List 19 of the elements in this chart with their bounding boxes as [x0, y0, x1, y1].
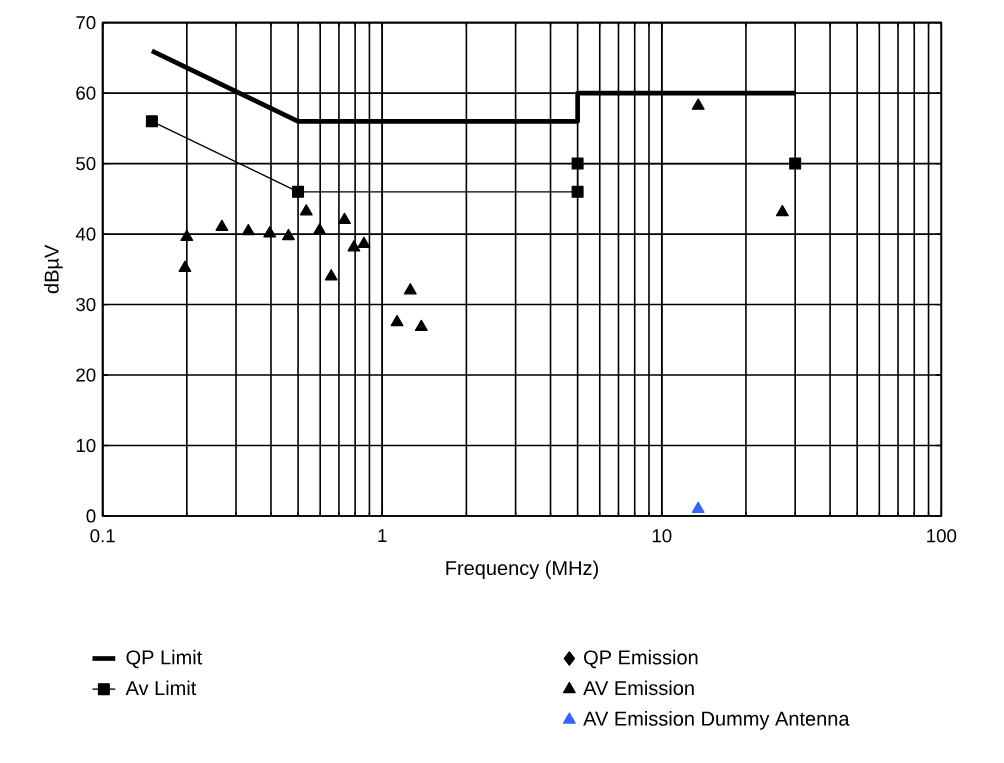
- x-tick-label: 1: [378, 529, 387, 543]
- y-tick-label: 50: [76, 157, 96, 171]
- y-tick-label: 0: [86, 509, 96, 523]
- legend-label: AV Emission Dummy Antenna: [583, 711, 850, 730]
- y-tick-label: 70: [76, 16, 96, 30]
- x-axis-title: Frequency (MHz): [446, 560, 598, 580]
- x-tick-label: 100: [927, 529, 957, 543]
- y-tick-label: 60: [76, 86, 96, 100]
- x-tick-label: 10: [652, 529, 672, 543]
- legend-label: QP Emission: [584, 650, 698, 669]
- y-tick-label: 30: [76, 298, 96, 312]
- legend-label: QP Limit: [126, 650, 203, 669]
- y-tick-label: 10: [76, 439, 96, 453]
- legend-label: Av Limit: [125, 680, 197, 696]
- y-axis-title: dBµV: [44, 244, 63, 294]
- y-tick-label: 20: [76, 368, 96, 382]
- y-tick-label: 40: [75, 227, 96, 241]
- legend-label: AV Emission: [583, 680, 694, 696]
- x-tick-label: 0.1: [90, 529, 115, 543]
